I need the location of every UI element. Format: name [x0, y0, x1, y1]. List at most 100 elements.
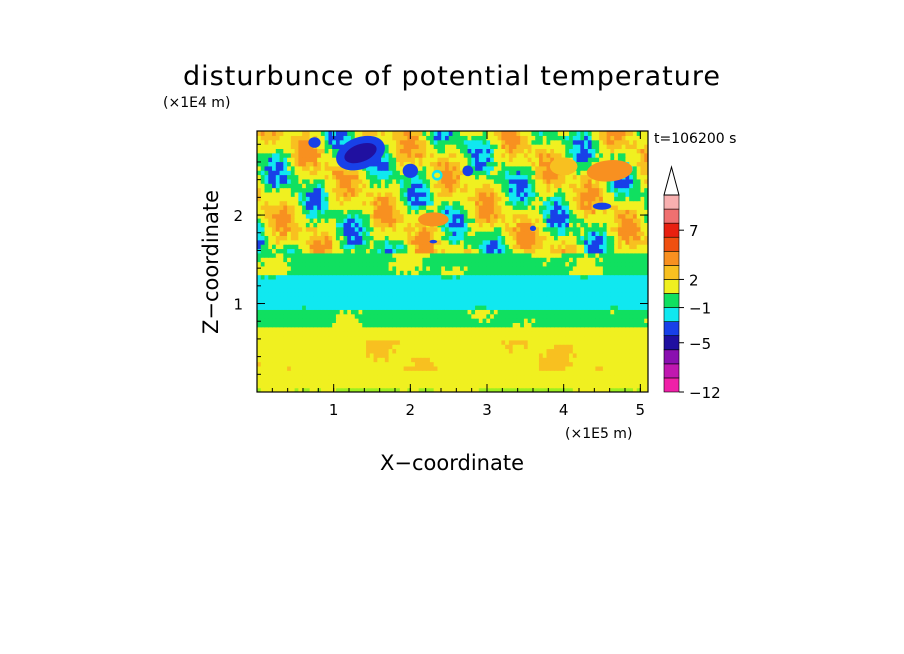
field-cell — [414, 335, 420, 341]
field-cell — [550, 244, 555, 250]
field-cell — [437, 265, 442, 271]
field-cell — [591, 261, 596, 267]
field-cell — [640, 196, 645, 202]
field-cell — [399, 239, 405, 245]
field-cell — [527, 218, 533, 223]
field-cell — [414, 339, 420, 345]
field-cell — [576, 231, 581, 236]
field-cell — [305, 322, 311, 328]
field-cell — [576, 344, 581, 350]
field-cell — [565, 318, 570, 323]
field-cell — [486, 326, 491, 332]
field-cell — [287, 213, 292, 219]
field-cell — [493, 257, 499, 263]
field-cell — [576, 235, 581, 241]
field-cell — [497, 187, 502, 193]
field-cell — [614, 339, 619, 345]
field-cell — [275, 226, 281, 232]
field-cell — [392, 261, 397, 267]
field-cell — [452, 287, 457, 293]
field-cell — [290, 309, 296, 315]
field-cell — [508, 339, 514, 345]
field-cell — [275, 361, 281, 367]
field-cell — [414, 309, 420, 315]
field-cell — [441, 318, 446, 323]
field-cell — [437, 291, 442, 297]
field-cell — [411, 235, 416, 241]
field-cell — [358, 252, 363, 258]
field-cell — [414, 274, 420, 280]
field-cell — [309, 265, 314, 271]
field-cell — [520, 200, 525, 206]
field-cell — [554, 283, 559, 289]
field-cell — [535, 222, 540, 228]
field-cell — [565, 387, 570, 392]
field-cell — [561, 204, 566, 210]
field-cell — [463, 200, 469, 206]
field-cell — [456, 361, 461, 367]
field-cell — [283, 357, 288, 363]
field-cell — [448, 305, 454, 310]
field-cell — [490, 283, 495, 289]
field-cell — [399, 257, 405, 263]
field-cell — [332, 191, 337, 197]
field-cell — [260, 235, 266, 241]
field-cell — [366, 235, 371, 241]
field-cell — [411, 239, 416, 245]
field-cell — [369, 313, 375, 319]
field-cell — [572, 222, 578, 228]
field-cell — [629, 248, 634, 254]
field-cell — [335, 335, 341, 341]
field-cell — [441, 257, 446, 263]
field-cell — [565, 370, 570, 376]
field-cell — [463, 331, 469, 337]
field-cell — [339, 200, 345, 206]
field-cell — [414, 370, 420, 376]
field-cell — [617, 287, 623, 293]
field-cell — [279, 352, 284, 358]
field-cell — [538, 322, 544, 328]
field-cell — [508, 309, 514, 315]
field-cell — [324, 339, 330, 345]
field-cell — [505, 235, 510, 241]
field-cell — [452, 283, 457, 289]
field-cell — [272, 296, 277, 302]
field-cell — [527, 305, 533, 310]
field-cell — [463, 387, 469, 392]
field-cell — [550, 274, 555, 280]
field-cell — [339, 187, 345, 193]
field-cell — [328, 187, 333, 193]
field-cell — [599, 348, 604, 354]
field-cell — [381, 226, 386, 232]
field-cell — [339, 226, 345, 232]
field-cell — [354, 265, 360, 271]
field-cell — [320, 200, 326, 206]
field-cell — [302, 322, 307, 328]
field-cell — [456, 283, 461, 289]
field-cell — [388, 383, 393, 389]
field-cell — [587, 218, 593, 223]
field-cell — [606, 200, 611, 206]
field-cell — [587, 322, 593, 328]
field-cell — [610, 339, 615, 345]
field-cell — [467, 204, 472, 210]
field-cell — [632, 244, 638, 250]
field-cell — [482, 326, 487, 332]
field-cell — [437, 187, 442, 193]
field-cell — [644, 335, 648, 341]
field-cell — [576, 348, 581, 354]
field-cell — [422, 244, 427, 250]
field-cell — [268, 222, 273, 228]
field-cell — [535, 309, 540, 315]
field-cell — [396, 318, 401, 323]
field-cell — [290, 235, 296, 241]
field-cell — [388, 352, 393, 358]
field-cell — [422, 252, 427, 258]
field-cell — [347, 348, 352, 354]
field-cell — [448, 352, 454, 358]
field-cell — [343, 378, 348, 384]
field-cell — [467, 291, 472, 297]
field-cell — [580, 261, 585, 267]
field-cell — [441, 378, 446, 384]
field-cell — [531, 370, 536, 376]
